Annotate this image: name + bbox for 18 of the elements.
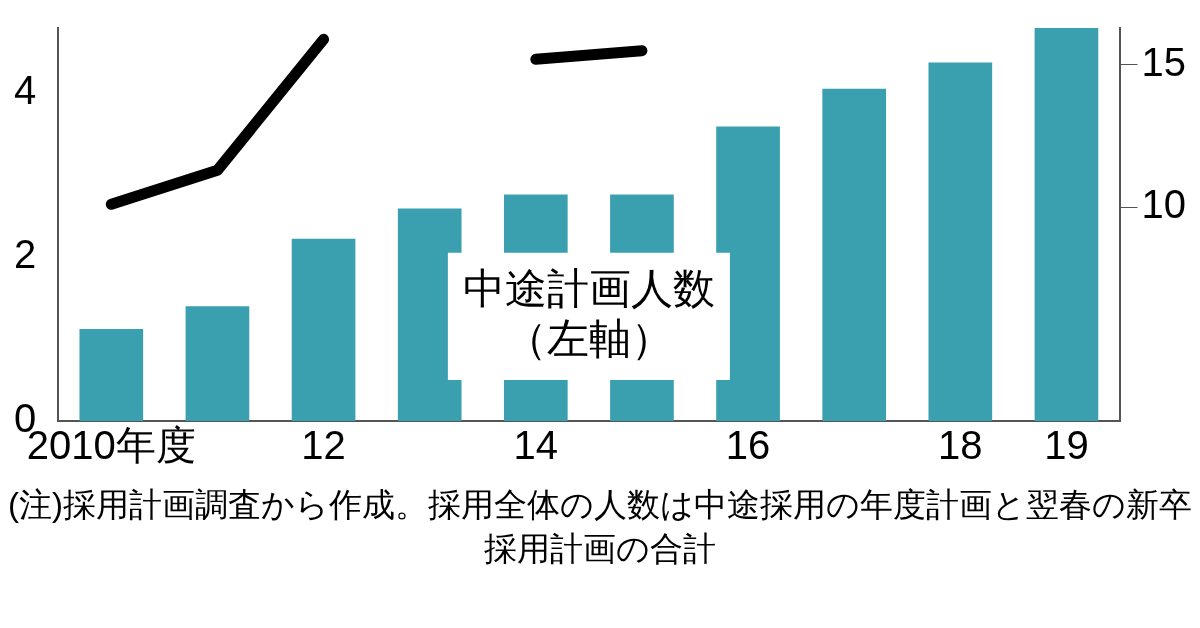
- bar: [716, 126, 780, 421]
- bar: [822, 88, 887, 421]
- text: (注)採用計画調査から作成。採用全体の人数は中途採用の年度計画と翌春の新卒採用計画の合計: [7, 485, 1193, 569]
- y-tick-label: 4: [14, 67, 37, 112]
- x-tick-label: 19: [1044, 423, 1089, 468]
- x-tick-label: 16: [725, 423, 771, 468]
- bar: [291, 238, 356, 421]
- bar: [1034, 28, 1099, 421]
- y2-tick-label: 10: [1141, 182, 1187, 227]
- x-tick-label: 14: [513, 423, 559, 468]
- y-tick-label: 2: [14, 231, 37, 276]
- bar: [185, 306, 250, 421]
- x-tick-label: 12: [301, 423, 346, 468]
- bar: [79, 329, 144, 421]
- y2-tick-label: 15: [1141, 40, 1187, 84]
- x-tick-label: 18: [938, 423, 983, 468]
- series-label: 中途計画人数（左軸）: [462, 264, 715, 362]
- bar: [928, 62, 993, 421]
